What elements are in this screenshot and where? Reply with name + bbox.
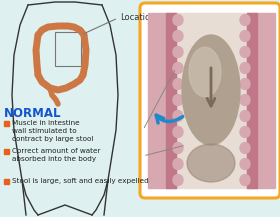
Ellipse shape bbox=[173, 31, 183, 41]
Bar bbox=[4, 121, 9, 126]
Ellipse shape bbox=[173, 62, 183, 74]
Ellipse shape bbox=[240, 31, 250, 41]
Text: NORMAL: NORMAL bbox=[4, 107, 62, 120]
Bar bbox=[4, 149, 9, 154]
Ellipse shape bbox=[173, 158, 183, 169]
Ellipse shape bbox=[240, 143, 250, 153]
Bar bbox=[247, 13, 275, 188]
Ellipse shape bbox=[173, 174, 183, 186]
Ellipse shape bbox=[240, 15, 250, 26]
Ellipse shape bbox=[173, 143, 183, 153]
Ellipse shape bbox=[173, 110, 183, 122]
Bar bbox=[247, 13, 257, 188]
Ellipse shape bbox=[187, 144, 235, 182]
Bar bbox=[148, 13, 176, 188]
Text: Location: Location bbox=[120, 13, 155, 21]
Text: Muscle in intestine
wall stimulated to
contract by large stool: Muscle in intestine wall stimulated to c… bbox=[12, 120, 93, 143]
Ellipse shape bbox=[173, 127, 183, 138]
Ellipse shape bbox=[173, 79, 183, 89]
Ellipse shape bbox=[173, 15, 183, 26]
Ellipse shape bbox=[173, 46, 183, 58]
Bar bbox=[176, 13, 247, 188]
Ellipse shape bbox=[173, 94, 183, 105]
FancyBboxPatch shape bbox=[140, 3, 280, 198]
Ellipse shape bbox=[240, 46, 250, 58]
Ellipse shape bbox=[189, 47, 221, 97]
FancyArrowPatch shape bbox=[156, 115, 183, 123]
Text: Stool is large, soft and easily expelled: Stool is large, soft and easily expelled bbox=[12, 178, 149, 184]
Text: Correct amount of water
absorbed into the body: Correct amount of water absorbed into th… bbox=[12, 148, 101, 162]
Ellipse shape bbox=[240, 62, 250, 74]
Ellipse shape bbox=[240, 158, 250, 169]
Ellipse shape bbox=[240, 79, 250, 89]
Bar bbox=[166, 13, 176, 188]
Bar bbox=[4, 179, 9, 184]
Ellipse shape bbox=[182, 35, 240, 145]
Ellipse shape bbox=[240, 127, 250, 138]
Ellipse shape bbox=[240, 110, 250, 122]
Ellipse shape bbox=[240, 94, 250, 105]
Ellipse shape bbox=[240, 174, 250, 186]
